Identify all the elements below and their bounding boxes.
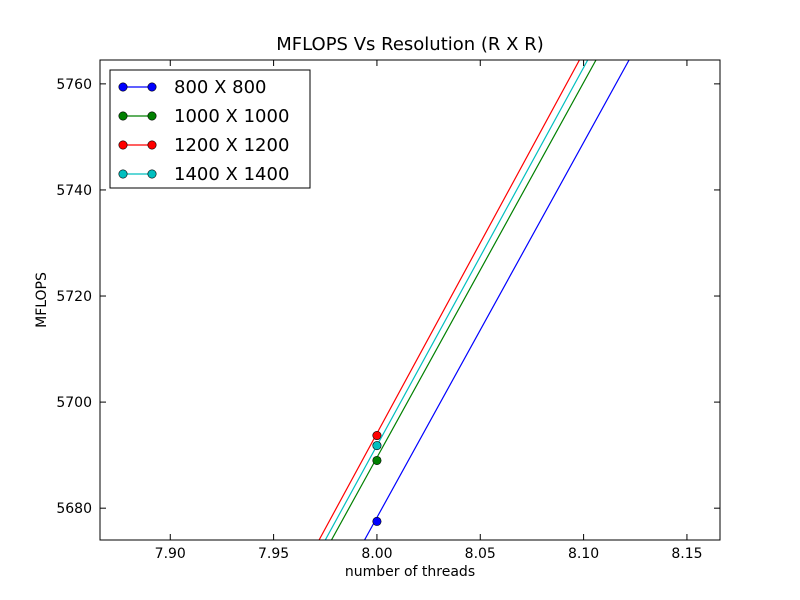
series-4 [324,60,589,540]
legend-marker [118,111,128,121]
x-axis-label: number of threads [345,564,475,580]
y-axis-label: MFLOPS [34,272,50,328]
data-point [372,516,382,526]
series-layer [318,60,630,540]
data-point [372,441,382,451]
x-tick-label: 7.90 [155,546,186,562]
series-3 [318,60,580,540]
legend-marker [147,111,157,121]
x-tick-label: 8.10 [568,546,599,562]
legend-label: 800 X 800 [174,77,267,98]
legend-entry: 1000 X 1000 [118,106,289,127]
legend-label: 1400 X 1400 [174,164,289,185]
series-line [330,60,597,540]
plot-frame [99,59,721,541]
legend-label: 1000 X 1000 [174,106,289,127]
data-point [372,431,382,441]
legend-label: 1200 X 1200 [174,135,289,156]
chart-title: MFLOPS Vs Resolution (R X R) [276,34,543,55]
x-tick-label: 8.15 [671,546,702,562]
legend-marker [118,169,128,179]
data-point [372,455,382,465]
x-tick-label: 7.95 [258,546,289,562]
series-line [324,60,589,540]
ticks-layer: 7.90 7.95 8.00 8.05 8.10 8.15 5680 5700 5720 5740… [56,60,720,562]
legend-entry: 1200 X 1200 [118,135,289,156]
legend: 800 X 800 1000 X 1000 1200 X 1200 1400 X 14… [109,69,311,189]
y-tick-label: 5720 [56,289,92,305]
y-tick-label: 5760 [56,77,92,93]
legend-marker [147,82,157,92]
y-tick-label: 5700 [56,395,92,411]
series-1 [364,60,630,540]
legend-marker [147,140,157,150]
series-line [318,60,580,540]
legend-box [109,69,311,189]
series-line [364,60,630,540]
legend-entry: 800 X 800 [118,77,267,98]
legend-entry: 1400 X 1400 [118,164,289,185]
legend-marker [118,82,128,92]
x-tick-label: 8.05 [465,546,496,562]
series-2 [330,60,597,540]
legend-marker [118,140,128,150]
legend-marker [147,169,157,179]
x-tick-label: 8.00 [361,546,392,562]
y-tick-label: 5680 [56,501,92,517]
y-tick-label: 5740 [56,183,92,199]
